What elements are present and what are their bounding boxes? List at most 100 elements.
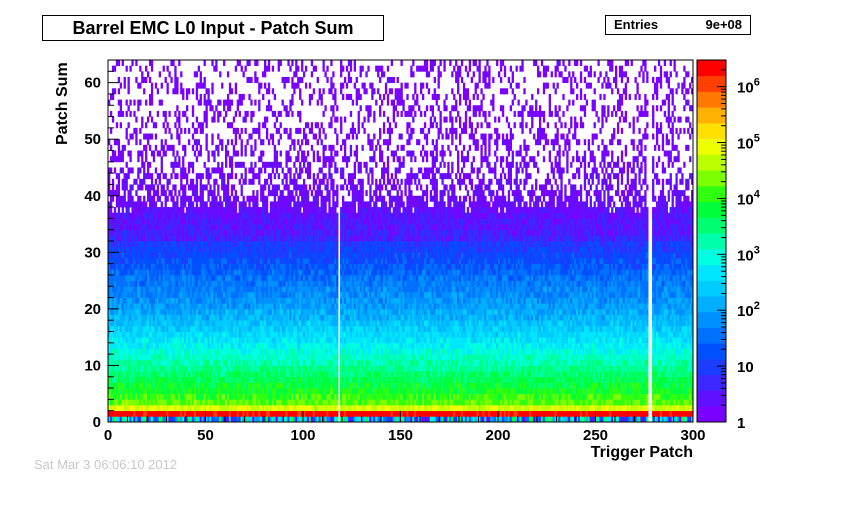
heatmap-cell <box>217 354 220 361</box>
heatmap-cell <box>478 399 481 406</box>
heatmap-cell <box>435 399 438 406</box>
heatmap-cell <box>117 337 121 344</box>
heatmap-cell <box>178 399 181 406</box>
heatmap-cell <box>248 376 251 383</box>
heatmap-cell <box>299 393 302 400</box>
heatmap-cell <box>334 399 337 406</box>
heatmap-cell <box>453 410 456 417</box>
heatmap-cell <box>375 399 378 406</box>
heatmap-cell <box>303 410 306 417</box>
heatmap-cell <box>228 399 232 406</box>
heatmap-cell <box>217 371 220 378</box>
heatmap-cell <box>158 342 161 349</box>
heatmap-cell <box>381 348 384 355</box>
heatmap-cell <box>267 376 271 383</box>
heatmap-cell <box>476 399 479 406</box>
heatmap-cell <box>293 359 296 366</box>
heatmap-cell <box>498 342 501 349</box>
heatmap-cell <box>472 376 475 383</box>
heatmap-cell <box>595 388 598 395</box>
heatmap-cell <box>340 342 343 349</box>
heatmap-cell <box>129 337 132 344</box>
heatmap-cell <box>147 354 150 361</box>
heatmap-cell <box>416 337 419 344</box>
heatmap-cell <box>507 399 511 406</box>
heatmap-cell <box>663 393 667 400</box>
heatmap-cell <box>499 331 503 338</box>
heatmap-cell <box>133 405 136 412</box>
heatmap-cell <box>396 359 399 366</box>
heatmap-cell <box>470 354 473 361</box>
heatmap-cell <box>558 337 561 344</box>
heatmap-cell <box>108 342 111 349</box>
heatmap-cell <box>601 337 604 344</box>
heatmap-cell <box>663 348 667 355</box>
heatmap-cell <box>587 354 590 361</box>
heatmap-cell <box>533 376 536 383</box>
heatmap-cell <box>232 359 236 366</box>
heatmap-cell <box>234 365 238 372</box>
heatmap-cell <box>418 337 421 344</box>
heatmap-cell <box>535 342 538 349</box>
heatmap-cell <box>180 382 183 389</box>
heatmap-cell <box>226 376 230 383</box>
heatmap-cell <box>369 376 372 383</box>
heatmap-cell <box>377 382 380 389</box>
heatmap-cell <box>164 325 167 332</box>
heatmap-cell <box>462 331 466 338</box>
heatmap-cell <box>250 399 253 406</box>
heatmap-cell <box>170 376 173 383</box>
heatmap-cell <box>685 416 688 423</box>
heatmap-cell <box>622 393 626 400</box>
heatmap-cell <box>665 331 668 338</box>
heatmap-cell <box>507 325 511 332</box>
heatmap-cell <box>182 348 185 355</box>
heatmap-cell <box>501 410 505 417</box>
heatmap-cell <box>375 365 378 372</box>
heatmap-cell <box>184 354 187 361</box>
heatmap-cell <box>178 331 181 338</box>
heatmap-cell <box>609 371 612 378</box>
heatmap-cell <box>429 359 433 366</box>
heatmap-cell <box>408 371 411 378</box>
heatmap-cell <box>254 416 257 423</box>
heatmap-cell <box>498 393 501 400</box>
heatmap-cell <box>186 331 189 338</box>
heatmap-cell <box>207 405 210 412</box>
heatmap-cell <box>289 331 292 338</box>
heatmap-cell <box>457 331 460 338</box>
heatmap-cell <box>435 371 438 378</box>
heatmap-cell <box>158 399 161 406</box>
heatmap-cell <box>343 399 347 406</box>
heatmap-cell <box>187 393 191 400</box>
heatmap-cell <box>630 337 633 344</box>
heatmap-cell <box>462 371 466 378</box>
heatmap-cell <box>398 416 401 423</box>
heatmap-cell <box>308 405 312 412</box>
heatmap-cell <box>513 331 516 338</box>
heatmap-cell <box>560 376 563 383</box>
heatmap-cell <box>119 365 122 372</box>
heatmap-cell <box>431 331 434 338</box>
heatmap-cell <box>291 416 294 423</box>
heatmap-cell <box>195 325 199 332</box>
heatmap-cell <box>671 416 674 423</box>
heatmap-cell <box>443 354 446 361</box>
heatmap-cell <box>254 405 257 412</box>
heatmap-cell <box>579 342 583 349</box>
heatmap-cell <box>262 371 265 378</box>
heatmap-cell <box>542 348 546 355</box>
heatmap-cell <box>671 337 674 344</box>
heatmap-cell <box>681 382 684 389</box>
heatmap-cell <box>265 405 269 412</box>
heatmap-cell <box>334 388 337 395</box>
heatmap-cell <box>377 416 380 423</box>
heatmap-cell <box>667 405 670 412</box>
heatmap-cell <box>564 365 567 372</box>
heatmap-cell <box>265 348 269 355</box>
heatmap-cell <box>377 359 380 366</box>
heatmap-cell <box>143 348 146 355</box>
heatmap-cell <box>513 365 516 372</box>
heatmap-cell <box>347 399 351 406</box>
heatmap-cell <box>345 410 349 417</box>
